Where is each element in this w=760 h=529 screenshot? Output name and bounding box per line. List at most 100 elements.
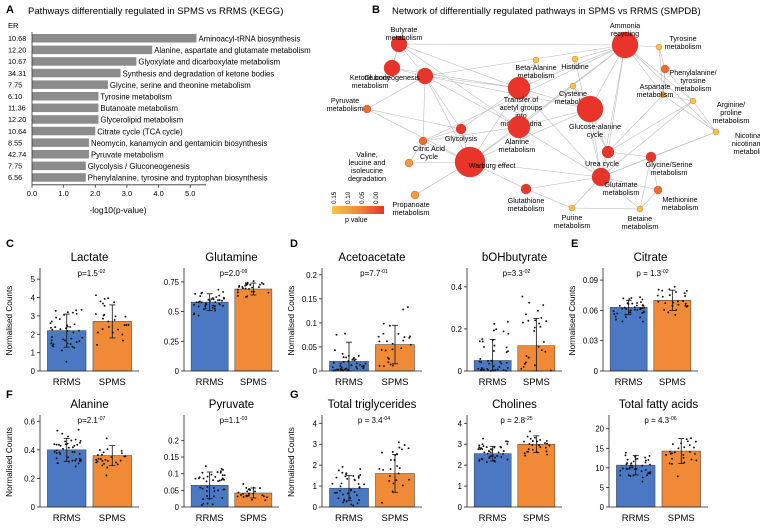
data-point [103, 313, 106, 316]
y-tick-label: 0.1 [168, 470, 179, 479]
kegg-bar-label-4: Glycine, serine and theonine metabolism [110, 81, 251, 90]
data-point [247, 494, 250, 497]
data-point [479, 357, 482, 360]
data-point [387, 357, 390, 360]
y-tick-label: 0.06 [583, 306, 598, 315]
data-point [507, 350, 509, 353]
y-tick-label: 0 [458, 503, 463, 512]
data-point [62, 447, 64, 450]
edge-gluconeogenesis-to-warburg-effect [424, 75, 471, 163]
y-tick-label: 2 [458, 461, 462, 470]
data-point [544, 350, 547, 353]
data-point [490, 359, 493, 362]
node-label-line: metabolism [675, 84, 712, 93]
data-point [107, 326, 110, 328]
data-point [203, 308, 206, 311]
node-label-line: Ketone body [350, 73, 391, 82]
bar-chart-bohbutyrate: bOHbutyrate RRMS SPMS 0 0.2 0.4 p=3.3-02 [451, 252, 562, 388]
node-label-line: Glycine/Serine [646, 160, 693, 169]
x-category-spms: SPMS [523, 513, 550, 524]
x-category-spms: SPMS [99, 513, 126, 524]
data-point [545, 439, 548, 442]
data-point [402, 339, 405, 342]
data-point [641, 464, 644, 467]
data-point [642, 311, 645, 314]
data-point [359, 467, 362, 470]
data-point [340, 482, 343, 485]
data-point [51, 328, 54, 331]
data-point [332, 361, 335, 364]
data-point [59, 452, 62, 455]
data-point [482, 346, 485, 348]
chart-title-cholines: Cholines [492, 399, 537, 411]
data-point [215, 296, 218, 298]
data-point [116, 463, 119, 466]
p-value-color-scale [332, 206, 384, 214]
data-point [538, 322, 541, 325]
data-point [50, 342, 53, 345]
data-point [66, 311, 69, 314]
kegg-bar-label-12: Phenylalanine, tyrosine and tryptophan b… [88, 174, 268, 183]
data-point [614, 315, 617, 318]
panel-b-network: B Network of differentially regulated pa… [327, 4, 760, 231]
node-label-line: Glutathione [508, 196, 545, 205]
data-point [477, 367, 480, 370]
data-point [629, 466, 631, 469]
node-nicotinate-nicotinamide-metabolism [712, 128, 720, 136]
data-point [76, 443, 79, 446]
data-point [211, 306, 214, 309]
data-point [526, 435, 529, 438]
data-point [222, 304, 225, 307]
data-point [647, 458, 650, 461]
data-point [506, 367, 509, 370]
data-point [103, 297, 106, 300]
kegg-bar-glycolysis-gluconeogenesis [32, 161, 86, 171]
data-point [500, 446, 503, 449]
y-axis-label: Normalised Counts [287, 286, 296, 356]
data-point [695, 459, 698, 462]
data-point [245, 486, 248, 489]
data-point [96, 460, 99, 463]
data-point [492, 350, 495, 352]
y-tick-label: 0.6 [24, 417, 35, 426]
data-point [391, 490, 394, 493]
er-value-1: 12.20 [8, 46, 26, 55]
data-point [97, 457, 100, 460]
data-point [616, 312, 619, 315]
data-point [213, 305, 216, 307]
data-point [669, 452, 672, 455]
data-point [212, 495, 215, 498]
data-point [197, 305, 200, 308]
y-tick-label: 3 [31, 312, 35, 321]
data-point [201, 471, 204, 474]
p-value-base: p = 4.3 [644, 416, 669, 425]
node-label-butyrate-metabolism: Butyrate metabolism [386, 25, 423, 42]
er-value-0: 10.68 [8, 34, 26, 43]
p-value-base: p = 3.4 [358, 416, 383, 425]
data-point [49, 326, 52, 329]
data-point [639, 296, 642, 299]
kegg-bar-label-7: Glycerolipid metabolism [100, 116, 183, 125]
node-label-glycine-serine-metabolism: Glycine/Serine metabolism [646, 160, 693, 177]
p-value-base: p=1.1 [220, 416, 241, 425]
data-point [80, 308, 83, 311]
data-point [217, 489, 220, 492]
chart-title-bohbutyrate: bOHbutyrate [482, 252, 547, 264]
data-point [357, 476, 360, 479]
data-point [63, 339, 66, 342]
panel-a-tick-label-3: 3.0 [122, 189, 132, 198]
data-point [70, 439, 73, 442]
data-point [626, 462, 629, 465]
data-point [531, 444, 534, 446]
chart-title-citrate: Citrate [634, 252, 668, 264]
edge-gluconeogenesis-to-alanine-metabolism [424, 75, 520, 128]
data-point [690, 437, 692, 440]
data-point [350, 488, 353, 491]
x-category-rrms: RRMS [196, 513, 224, 524]
chart-title-acetoacetate: Acetoacetate [338, 252, 405, 264]
data-point [628, 298, 631, 300]
node-label-line: metabolism [622, 222, 659, 231]
data-point [71, 345, 74, 348]
node-histidine [571, 55, 579, 63]
data-point [488, 450, 491, 453]
